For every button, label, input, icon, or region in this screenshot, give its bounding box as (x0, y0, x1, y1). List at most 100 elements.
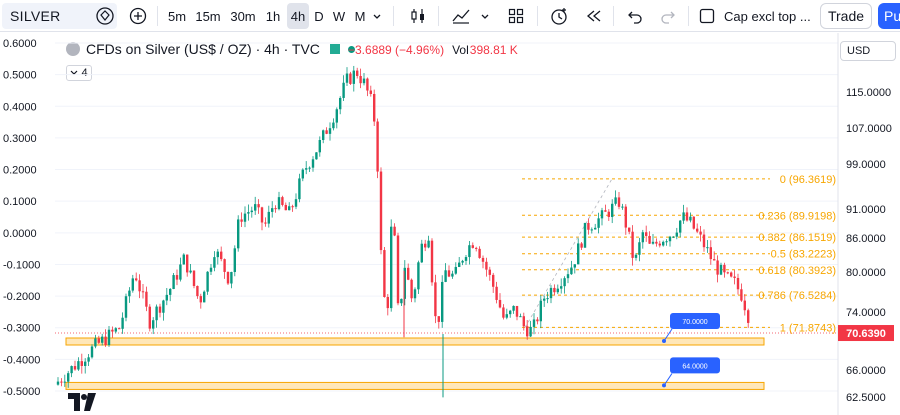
candles (56, 65, 750, 398)
candle (641, 232, 644, 243)
tf-m[interactable]: M (354, 8, 366, 24)
candle (716, 260, 719, 275)
tf-more-icon[interactable] (371, 0, 383, 32)
candle (284, 204, 287, 211)
chart-legend-title[interactable]: CFDs on Silver (US$ / OZ) · 4h · TVC (66, 41, 355, 57)
price-chart[interactable]: 0.6000 0.5000 0.4000 0.3000 0.2000 0.1000 0.00… (0, 33, 900, 415)
candle (373, 93, 376, 122)
candle (624, 206, 627, 228)
candle (155, 306, 158, 321)
legend-change: −3.6889 (−4.96%) (348, 43, 445, 57)
left-axis-tick: 0.4000 (3, 101, 37, 113)
candle (213, 257, 216, 268)
fib-label: 0.382 (86.1519) (758, 232, 836, 244)
tf-d[interactable]: D (314, 8, 324, 24)
candle (464, 257, 468, 261)
candle (488, 269, 491, 275)
candle (223, 259, 226, 272)
publish-button[interactable]: Pu (878, 3, 900, 29)
plus-circle-icon[interactable] (125, 0, 151, 32)
right-axis-tick: 80.0000 (846, 267, 886, 279)
candle (386, 296, 389, 309)
candle (631, 231, 634, 258)
checkbox-icon[interactable] (694, 0, 720, 32)
candle (743, 300, 746, 311)
candle (662, 241, 665, 246)
chevron-down-icon[interactable] (478, 0, 492, 32)
candle (94, 338, 97, 347)
left-axis-tick: 0.5000 (3, 70, 37, 82)
tf-4h[interactable]: 4h (287, 3, 309, 29)
tf-w[interactable]: W (332, 8, 346, 24)
symbol-search[interactable]: SILVER (2, 3, 117, 29)
candle (441, 281, 444, 322)
candle (199, 296, 202, 303)
candle (502, 307, 505, 318)
candle (628, 227, 631, 232)
candle (672, 236, 675, 238)
silver-logo-icon (66, 42, 80, 56)
candle (294, 199, 298, 207)
candle (553, 287, 556, 293)
left-axis-tick: -0.3000 (3, 323, 40, 335)
candle (390, 226, 393, 309)
currency-select[interactable]: USD (840, 41, 896, 61)
candle (481, 257, 485, 262)
layout-grid-icon[interactable] (503, 0, 529, 32)
candle (356, 70, 359, 76)
candle (254, 204, 257, 211)
fib-label: 0.5 (83.2223) (771, 249, 836, 261)
candle (733, 276, 736, 278)
candle (260, 207, 264, 223)
tf-1h[interactable]: 1h (265, 8, 281, 24)
candle (318, 139, 321, 153)
candle (736, 277, 740, 290)
candle (332, 122, 335, 129)
candle (740, 289, 743, 301)
candle (60, 381, 63, 383)
candle (617, 197, 621, 207)
fib-label: 0.236 (89.9198) (758, 210, 836, 222)
tf-15m[interactable]: 15m (195, 8, 221, 24)
candle (451, 273, 454, 277)
candle (505, 314, 508, 318)
candle (359, 75, 362, 84)
alert-clock-icon[interactable] (546, 0, 572, 32)
candle (638, 242, 641, 255)
candle (522, 316, 525, 327)
candle (128, 290, 131, 297)
zone-anchor (662, 339, 666, 343)
candles-icon[interactable] (405, 0, 431, 32)
fib-label: 0.618 (80.3923) (758, 265, 836, 277)
candle (84, 361, 87, 366)
redo-icon[interactable] (656, 0, 682, 32)
tf-5m[interactable]: 5m (167, 8, 187, 24)
candle (427, 240, 430, 248)
candle (250, 210, 253, 213)
replay-icon[interactable] (581, 0, 607, 32)
candle (179, 264, 182, 280)
candle (226, 271, 230, 284)
right-axis-tick: 86.0000 (846, 233, 886, 245)
legend-collapse-button[interactable]: 4 (66, 65, 92, 81)
left-axis-tick: 0.2000 (3, 165, 37, 177)
candle (536, 319, 539, 322)
candle (267, 211, 270, 224)
trade-button[interactable]: Trade (820, 3, 872, 29)
tf-30m[interactable]: 30m (230, 8, 256, 24)
candle (311, 159, 315, 168)
zone-labels: 70.0000 64.0000 (662, 313, 720, 388)
candle (706, 247, 709, 249)
candle (80, 361, 83, 366)
candle (458, 262, 461, 267)
undo-icon[interactable] (621, 0, 647, 32)
indicators-icon[interactable] (448, 0, 474, 32)
candle (709, 247, 712, 260)
candle (614, 197, 617, 204)
diamond-icon[interactable] (92, 0, 118, 32)
left-axis-tick: -0.1000 (3, 259, 40, 271)
candle (189, 270, 192, 273)
candle (186, 254, 189, 273)
candle (679, 220, 682, 233)
indicator-name[interactable]: Cap excl top ... (724, 8, 811, 24)
